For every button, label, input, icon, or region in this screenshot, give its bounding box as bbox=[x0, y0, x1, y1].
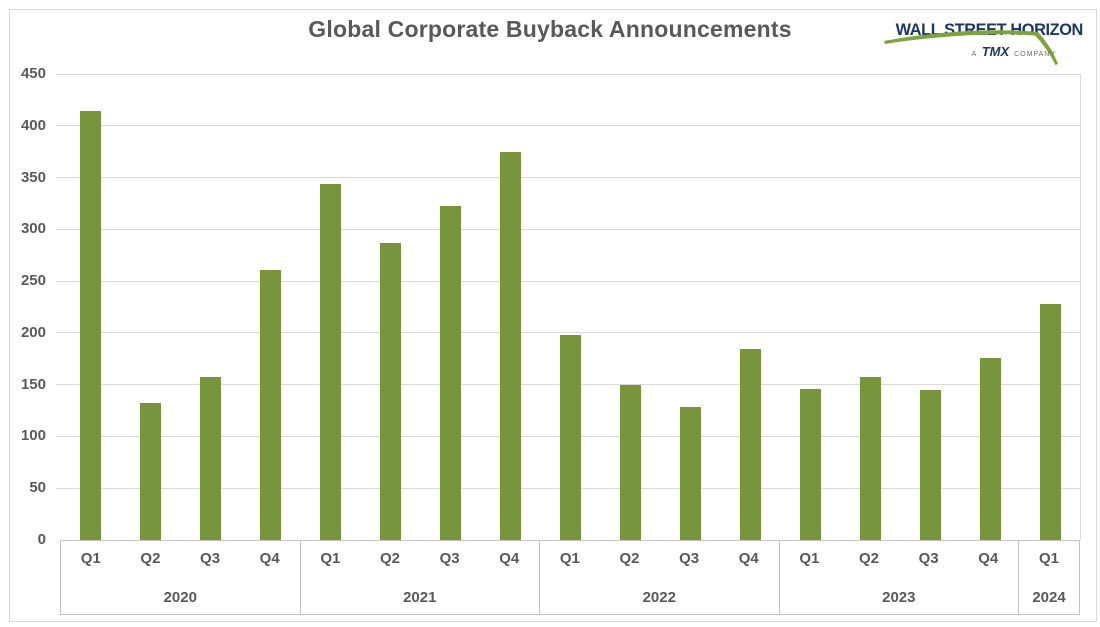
x-axis-quarter-label-2021-Q3: Q3 bbox=[439, 550, 460, 567]
x-axis-year-label-2023: 2023 bbox=[882, 589, 916, 606]
x-axis-quarter-label-2023-Q1: Q1 bbox=[799, 550, 820, 567]
x-axis-quarter-label-2020-Q2: Q2 bbox=[140, 550, 161, 567]
axis-group-2024: Q1 2024 bbox=[1019, 541, 1079, 614]
y-axis-tick-label-250: 250 bbox=[20, 272, 46, 290]
x-axis-quarter-label-2023-Q4: Q4 bbox=[978, 550, 999, 567]
x-axis-quarter-label-2022-Q1: Q1 bbox=[559, 550, 580, 567]
plot-area bbox=[56, 73, 1081, 540]
bar-2022-Q4 bbox=[739, 349, 761, 540]
quarter-label-row: Q1 Q2 Q3 Q4 bbox=[61, 550, 300, 567]
x-axis-quarter-label-2020-Q1: Q1 bbox=[80, 550, 101, 567]
quarter-label-row: Q1 Q2 Q3 Q4 bbox=[540, 550, 779, 567]
bar-2022-Q1 bbox=[559, 334, 581, 540]
bar-2020-Q2 bbox=[139, 403, 161, 540]
logo-tagline-suffix: COMPANY bbox=[1014, 51, 1056, 58]
x-axis-quarter-label-2023-Q2: Q2 bbox=[858, 550, 879, 567]
gridline-300 bbox=[56, 228, 1080, 230]
x-axis-quarter-label-2021-Q2: Q2 bbox=[379, 550, 400, 567]
chart-frame bbox=[9, 9, 1097, 622]
x-axis-quarter-label-2022-Q4: Q4 bbox=[738, 550, 759, 567]
y-axis-tick-label-150: 150 bbox=[20, 375, 46, 393]
logo-tagline: A TMX COMPANY bbox=[971, 44, 1056, 59]
gridline-350 bbox=[56, 177, 1080, 179]
x-axis-quarter-label-2023-Q3: Q3 bbox=[918, 550, 939, 567]
axis-group-2020: Q1 Q2 Q3 Q4 2020 bbox=[61, 541, 301, 614]
x-axis-quarter-label-2020-Q4: Q4 bbox=[259, 550, 280, 567]
y-axis-tick-label-100: 100 bbox=[20, 427, 46, 445]
gridline-250 bbox=[56, 280, 1080, 282]
chart-title: Global Corporate Buyback Announcements bbox=[308, 16, 792, 42]
bar-2021-Q1 bbox=[319, 183, 341, 540]
x-axis-quarter-label-2024-Q1: Q1 bbox=[1038, 550, 1059, 567]
quarter-label-row: Q1 Q2 Q3 Q4 bbox=[301, 550, 540, 567]
bar-2023-Q4 bbox=[979, 357, 1001, 540]
x-axis-quarter-label-2021-Q1: Q1 bbox=[320, 550, 341, 567]
x-axis-year-label-2020: 2020 bbox=[163, 589, 197, 606]
bar-2020-Q1 bbox=[79, 111, 101, 540]
logo-tagline-prefix: A bbox=[971, 51, 977, 58]
axis-group-2023: Q1 Q2 Q3 Q4 2023 bbox=[780, 541, 1020, 614]
bar-2020-Q4 bbox=[259, 269, 281, 540]
logo-brand-text: WALL STREET HORIZON bbox=[895, 20, 1084, 39]
gridline-400 bbox=[56, 125, 1080, 127]
quarter-label-row: Q1 bbox=[1019, 550, 1079, 567]
bar-2021-Q2 bbox=[379, 242, 401, 540]
bar-2020-Q3 bbox=[199, 377, 221, 540]
y-axis-tick-label-0: 0 bbox=[37, 531, 46, 548]
bar-2023-Q1 bbox=[799, 388, 821, 540]
bar-2021-Q4 bbox=[499, 151, 521, 540]
x-axis-year-label-2024: 2024 bbox=[1032, 589, 1066, 606]
y-axis-tick-label-200: 200 bbox=[20, 323, 46, 341]
wall-street-horizon-logo: WALL STREET HORIZON A TMX COMPANY bbox=[884, 20, 1084, 68]
x-axis-quarter-label-2020-Q3: Q3 bbox=[200, 550, 221, 567]
y-axis-tick-label-50: 50 bbox=[29, 479, 46, 497]
gridline-200 bbox=[56, 332, 1080, 334]
category-axis: Q1 Q2 Q3 Q4 2020 Q1 Q2 Q3 Q4 2021 Q1 Q2 Q3 Q4 2022 Q1 Q2… bbox=[60, 540, 1080, 615]
y-axis-tick-label-450: 450 bbox=[20, 65, 46, 82]
x-axis-year-label-2022: 2022 bbox=[642, 589, 676, 606]
bar-2022-Q3 bbox=[679, 407, 701, 540]
bar-2021-Q3 bbox=[439, 205, 461, 540]
y-axis-tick-label-350: 350 bbox=[20, 168, 46, 186]
logo-tmx-text: TMX bbox=[981, 44, 1010, 59]
bar-2023-Q2 bbox=[859, 377, 881, 540]
y-axis-tick-label-400: 400 bbox=[20, 116, 46, 134]
bar-2024-Q1 bbox=[1039, 303, 1061, 540]
x-axis-quarter-label-2021-Q4: Q4 bbox=[499, 550, 520, 567]
bar-2022-Q2 bbox=[619, 384, 641, 540]
x-axis-quarter-label-2022-Q2: Q2 bbox=[619, 550, 640, 567]
axis-group-2021: Q1 Q2 Q3 Q4 2021 bbox=[301, 541, 541, 614]
bar-2023-Q3 bbox=[919, 389, 941, 540]
y-axis-tick-label-300: 300 bbox=[20, 220, 46, 238]
axis-group-2022: Q1 Q2 Q3 Q4 2022 bbox=[540, 541, 780, 614]
gridline-450 bbox=[56, 73, 1080, 75]
quarter-label-row: Q1 Q2 Q3 Q4 bbox=[780, 550, 1019, 567]
x-axis-year-label-2021: 2021 bbox=[403, 589, 437, 606]
x-axis-quarter-label-2022-Q3: Q3 bbox=[679, 550, 700, 567]
